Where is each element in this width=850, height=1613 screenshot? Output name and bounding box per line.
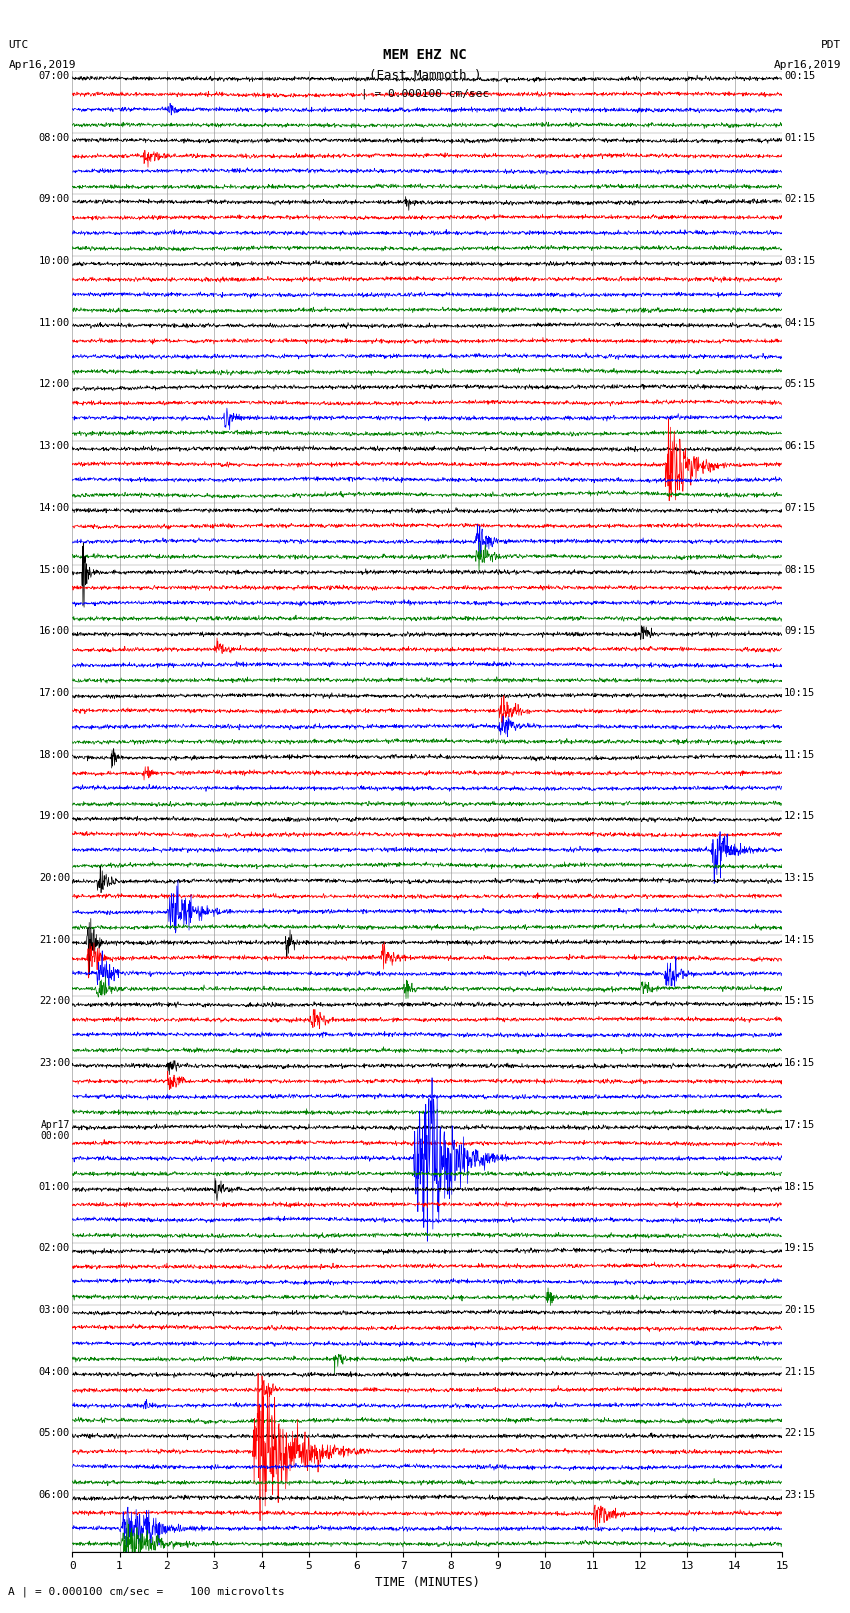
Text: 03:00: 03:00 (39, 1305, 70, 1315)
Text: 20:00: 20:00 (39, 873, 70, 882)
Text: (East Mammoth ): (East Mammoth ) (369, 69, 481, 82)
Text: | = 0.000100 cm/sec: | = 0.000100 cm/sec (361, 89, 489, 100)
Text: 07:15: 07:15 (785, 503, 815, 513)
Text: 15:00: 15:00 (39, 565, 70, 574)
Text: 12:00: 12:00 (39, 379, 70, 389)
Text: 15:15: 15:15 (785, 997, 815, 1007)
Text: 20:15: 20:15 (785, 1305, 815, 1315)
Text: 00:15: 00:15 (785, 71, 815, 81)
Text: 09:15: 09:15 (785, 626, 815, 636)
X-axis label: TIME (MINUTES): TIME (MINUTES) (375, 1576, 479, 1589)
Text: 04:00: 04:00 (39, 1366, 70, 1376)
Text: 12:15: 12:15 (785, 811, 815, 821)
Text: 10:15: 10:15 (785, 689, 815, 698)
Text: 10:00: 10:00 (39, 256, 70, 266)
Text: 23:15: 23:15 (785, 1490, 815, 1500)
Text: Apr17
00:00: Apr17 00:00 (41, 1119, 70, 1142)
Text: 13:00: 13:00 (39, 442, 70, 452)
Text: 14:15: 14:15 (785, 936, 815, 945)
Text: 07:00: 07:00 (39, 71, 70, 81)
Text: 01:15: 01:15 (785, 132, 815, 142)
Text: 04:15: 04:15 (785, 318, 815, 327)
Text: 03:15: 03:15 (785, 256, 815, 266)
Text: 17:00: 17:00 (39, 689, 70, 698)
Text: 06:00: 06:00 (39, 1490, 70, 1500)
Text: 05:15: 05:15 (785, 379, 815, 389)
Text: PDT: PDT (821, 40, 842, 50)
Text: 22:15: 22:15 (785, 1429, 815, 1439)
Text: 05:00: 05:00 (39, 1429, 70, 1439)
Text: 16:00: 16:00 (39, 626, 70, 636)
Text: 14:00: 14:00 (39, 503, 70, 513)
Text: 02:00: 02:00 (39, 1244, 70, 1253)
Text: UTC: UTC (8, 40, 29, 50)
Text: 09:00: 09:00 (39, 195, 70, 205)
Text: 18:15: 18:15 (785, 1181, 815, 1192)
Text: 21:00: 21:00 (39, 936, 70, 945)
Text: 18:00: 18:00 (39, 750, 70, 760)
Text: 13:15: 13:15 (785, 873, 815, 882)
Text: 22:00: 22:00 (39, 997, 70, 1007)
Text: 21:15: 21:15 (785, 1366, 815, 1376)
Text: 11:00: 11:00 (39, 318, 70, 327)
Text: 06:15: 06:15 (785, 442, 815, 452)
Text: 19:15: 19:15 (785, 1244, 815, 1253)
Text: 23:00: 23:00 (39, 1058, 70, 1068)
Text: 01:00: 01:00 (39, 1181, 70, 1192)
Text: MEM EHZ NC: MEM EHZ NC (383, 48, 467, 63)
Text: 17:15: 17:15 (785, 1119, 815, 1129)
Text: A | = 0.000100 cm/sec =    100 microvolts: A | = 0.000100 cm/sec = 100 microvolts (8, 1586, 286, 1597)
Text: 19:00: 19:00 (39, 811, 70, 821)
Text: Apr16,2019: Apr16,2019 (8, 60, 76, 69)
Text: Apr16,2019: Apr16,2019 (774, 60, 842, 69)
Text: 02:15: 02:15 (785, 195, 815, 205)
Text: 08:00: 08:00 (39, 132, 70, 142)
Text: 16:15: 16:15 (785, 1058, 815, 1068)
Text: 11:15: 11:15 (785, 750, 815, 760)
Text: 08:15: 08:15 (785, 565, 815, 574)
